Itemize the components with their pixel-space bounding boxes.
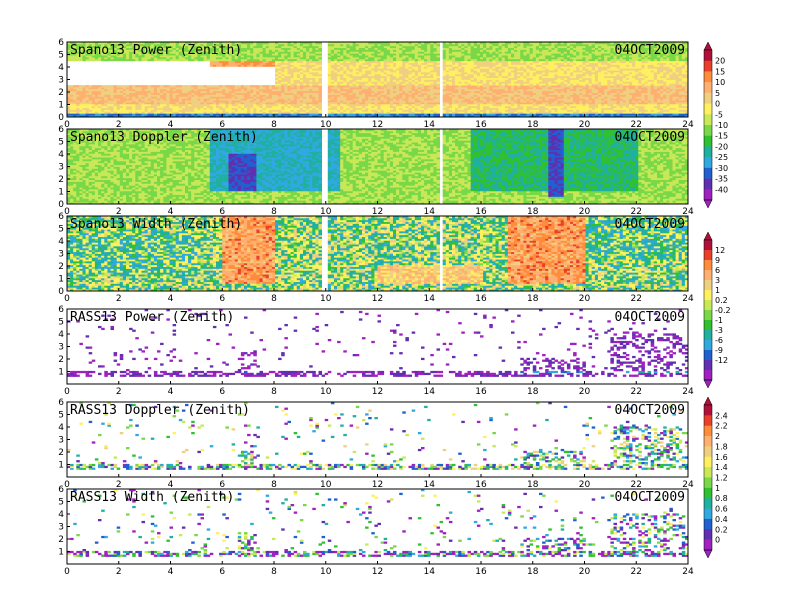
heatmap-cell xyxy=(179,85,183,87)
heatmap-cell xyxy=(194,85,198,87)
heatmap-cell xyxy=(98,85,102,87)
heatmap-cell xyxy=(182,85,186,87)
heatmap-cell xyxy=(120,85,124,87)
heatmap-cell xyxy=(135,85,139,87)
heatmap-cell xyxy=(67,85,71,87)
heatmap-cell xyxy=(219,85,223,87)
heatmap-cell xyxy=(111,85,115,87)
heatmap-cell xyxy=(166,85,170,87)
heatmap-cell xyxy=(176,85,180,87)
heatmap-cell xyxy=(213,85,217,87)
heatmap-cell xyxy=(185,85,189,87)
heatmap-cell xyxy=(145,85,149,87)
heatmap-cell xyxy=(216,85,220,87)
figure: 01234560 2 4 6 8 10 12 14 16 18 20 22 24Spano13 Powe… xyxy=(0,0,792,612)
heatmap-cell xyxy=(210,85,214,87)
heatmap-cell xyxy=(157,85,161,87)
heatmap-cell xyxy=(107,85,111,87)
heatmap-cell xyxy=(79,85,83,87)
heatmap-cell xyxy=(117,85,121,87)
heatmap-cell xyxy=(86,85,90,87)
heatmap-cell xyxy=(70,85,74,87)
heatmap-cell xyxy=(197,85,201,87)
heatmap-cell xyxy=(204,85,208,87)
heatmap-cell xyxy=(151,85,155,87)
heatmap-cell xyxy=(170,85,174,87)
heatmap-cell xyxy=(114,85,118,87)
heatmap-cell xyxy=(73,85,77,87)
heatmap-cell xyxy=(101,85,105,87)
heatmap-cell xyxy=(104,85,108,87)
heatmap-cell xyxy=(132,85,136,87)
heatmap-cell xyxy=(76,85,80,87)
heatmap-cell xyxy=(148,85,152,87)
heatmap-cell xyxy=(207,85,211,87)
heatmap-cell xyxy=(123,85,127,87)
heatmap-cell xyxy=(89,85,93,87)
heatmap-cell xyxy=(138,85,142,87)
heatmap-cell xyxy=(142,85,146,87)
heatmap-cell xyxy=(129,85,133,87)
heatmap-cell xyxy=(188,85,192,87)
heatmap-cell xyxy=(154,85,158,87)
heatmap-cell xyxy=(160,85,164,87)
heatmap-cell xyxy=(201,85,205,87)
heatmap-cell xyxy=(163,85,167,87)
heatmap-cell xyxy=(92,85,96,87)
heatmap-cell xyxy=(173,85,177,87)
heatmap-cell xyxy=(83,85,87,87)
heatmap-cell xyxy=(95,85,99,87)
heatmap-cell xyxy=(191,85,195,87)
heatmap-cell xyxy=(126,85,130,87)
